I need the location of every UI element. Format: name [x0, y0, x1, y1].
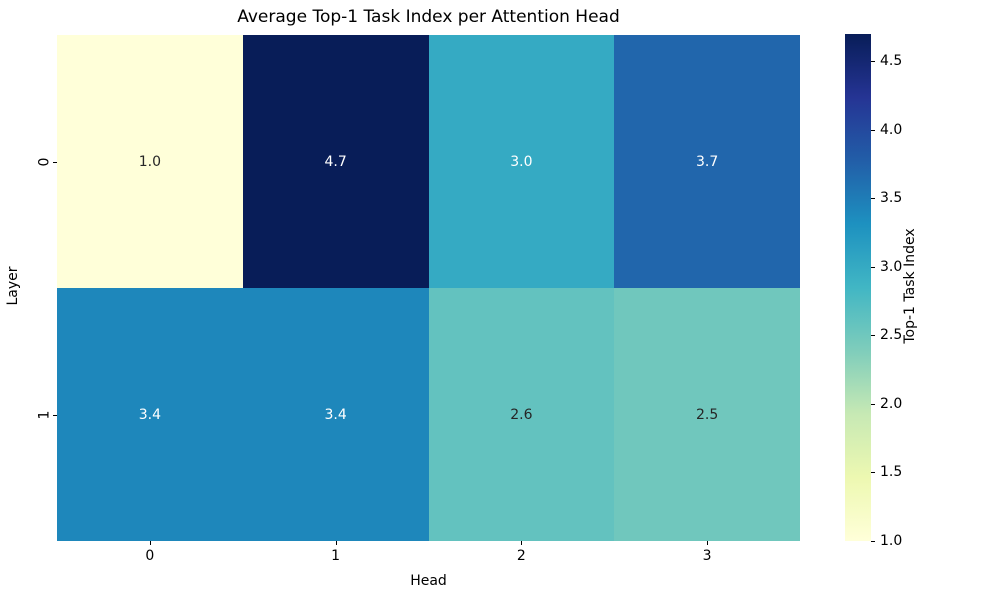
x-tick-label: 3	[702, 548, 712, 564]
x-tick-mark	[149, 541, 151, 545]
heatmap-cell: 1.0	[57, 35, 243, 288]
colorbar-tick-mark	[871, 61, 875, 63]
x-tick-mark	[521, 541, 523, 545]
cell-value: 3.4	[138, 406, 161, 423]
colorbar-tick-mark	[871, 403, 875, 405]
x-tick-label: 2	[516, 548, 526, 564]
cell-value: 2.5	[695, 406, 719, 423]
heatmap-cell: 3.0	[428, 35, 615, 288]
heatmap-cell: 3.4	[57, 288, 243, 541]
x-tick-mark	[335, 541, 337, 545]
heatmap-cell: 2.5	[614, 288, 800, 541]
cell-value: 4.7	[324, 153, 347, 170]
colorbar-tick-mark	[871, 198, 875, 200]
colorbar-tick-label: 1.5	[880, 464, 903, 481]
y-tick-mark	[53, 414, 57, 416]
y-tick-mark	[53, 161, 57, 163]
heatmap-cell: 3.4	[242, 288, 429, 541]
colorbar-tick-label: 2.0	[880, 395, 903, 412]
y-tick-label: 0	[36, 157, 53, 166]
y-axis-label: Layer	[5, 266, 21, 306]
x-axis-label: Head	[410, 573, 447, 589]
colorbar-tick-label: 2.5	[880, 327, 903, 344]
colorbar-tick-label: 3.0	[880, 258, 903, 275]
colorbar-tick-label: 4.5	[880, 53, 903, 70]
cell-value: 2.6	[510, 406, 533, 423]
colorbar-tick-label: 1.0	[880, 533, 903, 549]
cell-value: 1.0	[138, 153, 161, 170]
colorbar-ticks: 4.5 4.0 3.5 3.0 2.5 2.0 1.5 1.0	[871, 34, 941, 549]
colorbar-tick-mark	[871, 266, 875, 268]
colorbar-tick-label: 3.5	[880, 190, 903, 207]
colorbar-gradient	[845, 34, 871, 541]
x-tick-label: 0	[145, 548, 155, 564]
x-tick-label: 1	[331, 548, 341, 564]
colorbar-label: Top-1 Task Index	[902, 228, 918, 344]
cell-value: 3.7	[695, 153, 719, 170]
x-tick-mark	[707, 541, 709, 545]
cell-value: 3.0	[510, 153, 533, 170]
heatmap-grid: 1.0 4.7 3.0 3.7 3.4 3.4 2.6 2.5	[57, 35, 800, 541]
x-axis-ticks: 0 1 2 3	[57, 541, 800, 573]
colorbar-tick-mark	[871, 541, 875, 542]
heatmap-cell: 3.7	[614, 35, 800, 288]
y-tick-label: 1	[36, 410, 53, 419]
colorbar-tick-mark	[871, 129, 875, 131]
colorbar-tick-mark	[871, 335, 875, 337]
colorbar-tick-label: 4.0	[880, 121, 903, 138]
chart-title: Average Top-1 Task Index per Attention H…	[237, 7, 620, 27]
cell-value: 3.4	[324, 406, 347, 423]
heatmap-cell: 2.6	[428, 288, 615, 541]
heatmap-cell: 4.7	[242, 35, 429, 288]
colorbar-tick-mark	[871, 472, 875, 474]
